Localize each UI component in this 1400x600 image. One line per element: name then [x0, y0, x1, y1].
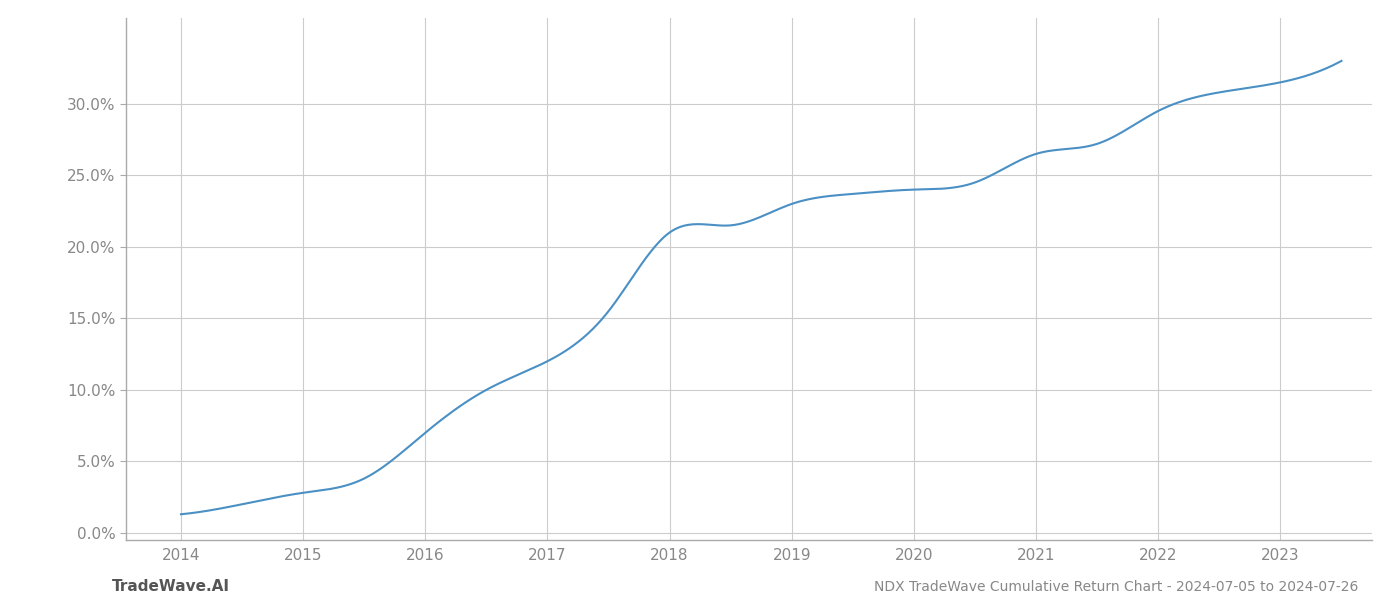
- Text: NDX TradeWave Cumulative Return Chart - 2024-07-05 to 2024-07-26: NDX TradeWave Cumulative Return Chart - …: [874, 580, 1358, 594]
- Text: TradeWave.AI: TradeWave.AI: [112, 579, 230, 594]
